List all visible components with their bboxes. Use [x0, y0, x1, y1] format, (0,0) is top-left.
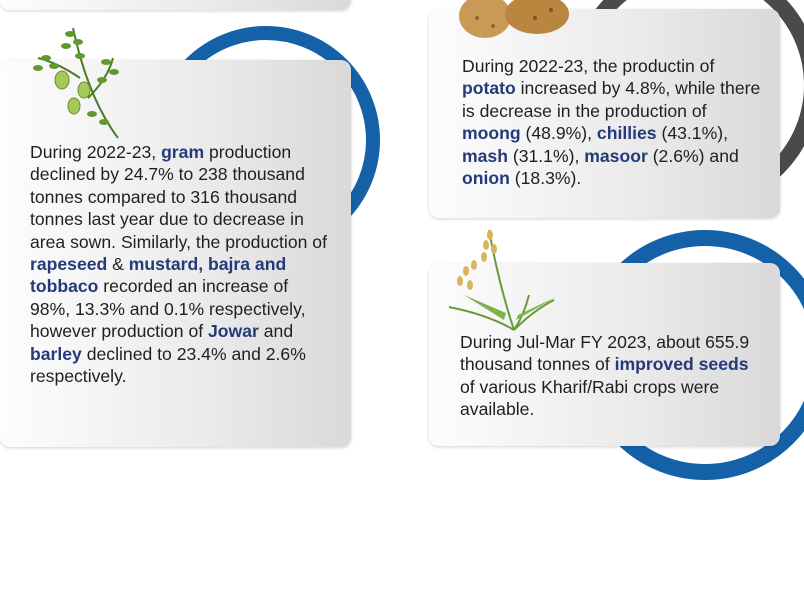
highlight-onion: onion	[462, 168, 510, 189]
highlight-improved-seeds: improved seeds	[614, 354, 749, 375]
gram-panel-text: During 2022-23, gram production declined…	[30, 141, 330, 387]
text: of various Kharif/Rabi crops were availa…	[460, 376, 720, 420]
highlight-mustard-bajra-tobbaco: mustard, bajra and tobbaco	[30, 254, 287, 297]
chickpea-plant-illustration	[33, 27, 119, 139]
previous-card-bottom	[0, 0, 351, 10]
seeds-panel-text: During Jul-Mar FY 2023, about 655.9 thou…	[460, 331, 760, 421]
text: During 2022-23, the productin of	[462, 56, 715, 76]
text: increased by 4.8%, while there is decrea…	[462, 78, 761, 121]
highlight-barley: barley	[30, 343, 82, 364]
highlight-rapeseed: rapeseed	[30, 254, 108, 275]
text: During Jul-Mar FY 2023, about 655.9 thou…	[460, 332, 750, 375]
highlight-mash: mash	[462, 145, 508, 166]
text: and	[258, 321, 294, 342]
rice-plant-illustration	[448, 229, 556, 331]
text: (43.1%),	[656, 123, 728, 144]
text: declined to 23.4% and 2.6% respectively.	[30, 343, 306, 387]
text: (2.6%) and	[647, 145, 739, 166]
seeds-card	[429, 263, 780, 446]
potato-illustration	[459, 0, 569, 38]
text: (48.9%),	[520, 123, 597, 144]
highlight-potato: potato	[462, 78, 516, 99]
text: recorded an increase of 98%, 13.3% and 0…	[30, 276, 306, 342]
highlight-jowar: Jowar	[208, 321, 259, 342]
text: &	[107, 254, 129, 275]
highlight-chillies: chillies	[596, 123, 657, 144]
text: production declined by 24.7% to 238 thou…	[30, 142, 327, 252]
highlight-gram: gram	[161, 142, 205, 162]
highlight-moong: moong	[462, 123, 521, 144]
highlight-masoor: masoor	[584, 145, 648, 166]
text: (31.1%),	[507, 145, 585, 166]
text: (18.3%).	[509, 168, 582, 189]
text: During 2022-23,	[30, 142, 162, 162]
potato-panel-text: During 2022-23, the productin of potato …	[462, 55, 762, 189]
gram-card	[0, 60, 351, 447]
potato-card	[429, 9, 780, 218]
